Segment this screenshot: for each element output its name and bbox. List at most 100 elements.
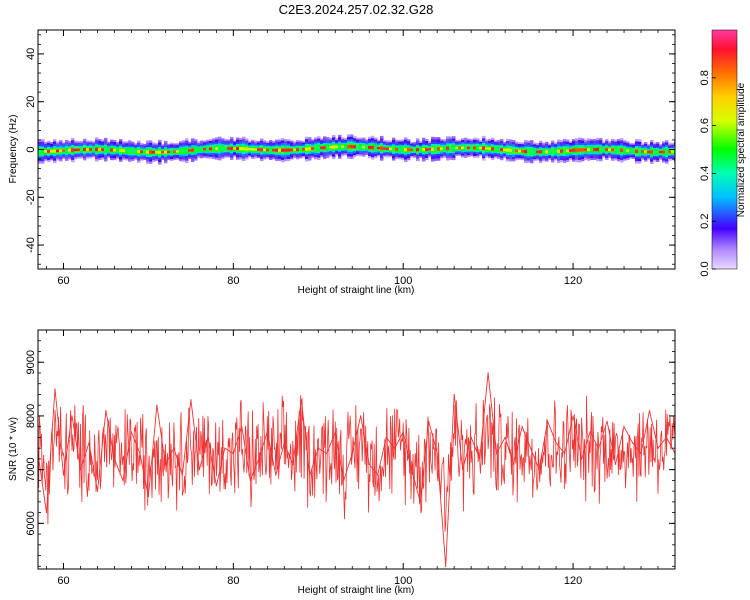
snr-point [232,452,234,455]
top-y-tick-label: -20 [25,189,37,205]
snr-point [563,452,566,455]
heat-cell [422,147,426,152]
snr-panel: 60 80 100 120 6000 7000 8000 9000 Height of st… [8,329,676,596]
heat-cell [551,150,555,154]
snr-point [640,452,642,455]
snr-point [292,463,294,465]
heat-cell [41,149,45,154]
heat-cell [575,148,579,152]
heat-cell [623,149,627,152]
heat-cell [287,148,291,152]
heat-cell [203,148,207,151]
heat-cell [326,145,330,149]
bottom-y-axis-label: SNR (10 * v/v) [8,417,19,481]
snr-point [105,409,107,412]
heat-cell [53,149,57,153]
heat-cell [248,148,252,151]
snr-point [538,469,540,471]
heat-cell [131,149,135,153]
colorbar-tick-label: 0.6 [699,118,711,133]
snr-point [428,420,430,422]
heat-cell [395,147,399,151]
heat-cell [140,150,144,154]
snr-point [147,495,150,498]
heat-cell [188,149,192,152]
snr-point [207,436,209,439]
heat-cell [479,146,483,150]
colorbar-label: Normalized spectral amplitude [736,82,747,217]
colorbar: 0.0 0.2 0.4 0.6 0.8 Normalized spectral ampl… [699,29,747,277]
snr-point [597,447,600,449]
snr-point [139,452,141,455]
snr-series-line [38,372,675,567]
heat-cell [533,150,537,154]
heat-cell [113,148,117,152]
heat-cell [608,148,612,151]
heat-cell [569,149,573,152]
snr-point [555,442,557,444]
heat-cell [101,148,105,151]
heat-cell [461,146,465,150]
top-y-tick-label: 20 [25,96,37,108]
heat-cell [518,149,522,153]
heat-cell [584,148,588,152]
colorbar-ticks: 0.0 0.2 0.4 0.6 0.8 [699,70,716,277]
heat-cell [338,145,342,149]
snr-point [130,431,133,433]
snr-point [445,565,447,567]
snr-point [249,479,251,481]
heat-cell [563,149,567,153]
heat-cell [134,150,138,153]
heat-cell [455,146,459,150]
heat-cell [596,147,600,152]
heat-cell [491,147,495,151]
bottom-x-tick-label: 60 [57,575,69,587]
snr-point [580,458,583,460]
snr-point [122,479,124,481]
heat-cell [167,150,171,154]
heat-cell [428,148,432,151]
heat-cell [611,148,615,152]
heat-cell [419,148,423,151]
heat-cell [290,148,294,152]
heat-cell [557,149,561,153]
heat-cell [452,146,456,150]
snr-point [402,431,404,433]
heat-cell [47,149,51,153]
heat-cell [599,147,603,152]
heat-cell [560,149,564,153]
heat-cell [71,148,75,152]
snr-point [326,452,328,455]
heat-cell [254,148,258,151]
heat-cell [650,150,654,154]
heat-cell [638,149,642,154]
heat-cell [95,147,99,152]
heat-cell [545,150,549,154]
heat-cell [305,147,309,151]
top-x-tick-labels: 60 80 100 120 [57,275,582,287]
heat-cell [353,145,357,149]
heat-cell [401,148,405,152]
heat-cell [386,147,390,150]
heat-cell [653,150,657,154]
heat-cell [320,146,324,150]
heat-cell [161,151,165,154]
heat-cell [530,150,534,154]
heat-cell [620,148,624,153]
heat-cell [116,149,120,152]
heat-cell [578,148,582,152]
bottom-x-tick-labels: 60 80 100 120 [57,575,582,587]
heat-cell [56,149,60,153]
snr-point [258,458,260,460]
snr-point [470,436,472,439]
heat-cell [200,148,204,151]
heat-cell [50,149,54,153]
heat-cell [572,148,576,152]
heat-cell [668,150,672,154]
snr-series [38,372,675,567]
heat-cell [527,150,531,154]
heat-cell [143,150,147,154]
heat-cell [227,147,231,150]
bottom-y-tick-label: 7000 [25,457,37,481]
heat-cell [344,145,348,148]
